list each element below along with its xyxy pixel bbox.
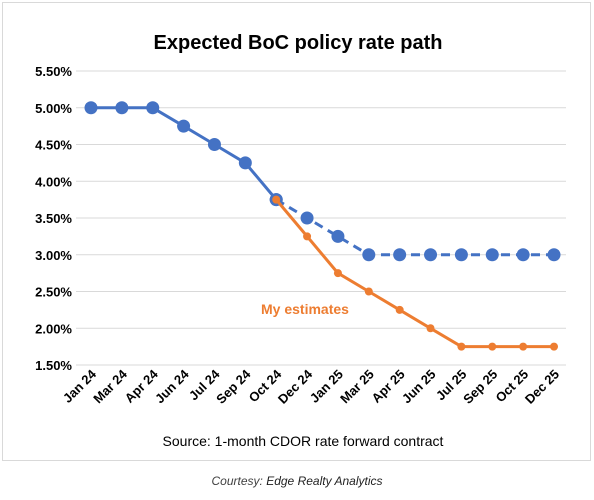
x-tick-label: Mar 24 [90, 366, 130, 406]
data-point [362, 248, 376, 262]
data-point [547, 248, 561, 262]
my-estimates-annotation: My estimates [261, 301, 349, 317]
data-point [272, 195, 281, 204]
data-point [488, 342, 497, 351]
courtesy-caption: Courtesy: Edge Realty Analytics [0, 474, 594, 488]
data-point [300, 211, 314, 225]
data-point [115, 101, 129, 115]
data-point [333, 269, 342, 278]
series-1 [269, 193, 561, 262]
y-tick-label: 4.50% [35, 138, 72, 153]
data-point [424, 248, 438, 262]
gridlines [76, 70, 566, 366]
x-tick-label: Sep 25 [460, 367, 500, 407]
x-tick-label: Dec 25 [522, 367, 562, 407]
x-axis-label: Source: 1-month CDOR rate forward contra… [163, 433, 444, 449]
data-point [303, 232, 312, 241]
data-point [550, 342, 558, 351]
x-tick-label: Jun 25 [399, 367, 439, 407]
caption-source: Edge Realty Analytics [266, 474, 383, 488]
data-point [207, 138, 221, 151]
data-point [395, 305, 404, 314]
y-tick-label: 2.50% [35, 285, 72, 300]
series-2 [272, 195, 558, 351]
data-point [84, 101, 98, 115]
data-point [331, 229, 345, 243]
data-point [146, 101, 160, 115]
data-point [426, 324, 435, 333]
series-line [275, 198, 554, 349]
x-tick-label: Jun 24 [152, 366, 192, 406]
chart-title: Expected BoC policy rate path [154, 32, 443, 54]
series-group [84, 101, 561, 351]
y-tick-label: 2.00% [35, 321, 72, 336]
y-tick-label: 3.00% [35, 248, 72, 263]
data-point [457, 342, 466, 351]
x-tick-label: Sep 24 [213, 366, 254, 407]
caption-prefix: Courtesy: [211, 474, 263, 488]
data-point [177, 119, 191, 133]
series-line [275, 198, 554, 257]
data-point [519, 342, 528, 351]
x-tick-label: Dec 24 [275, 366, 316, 407]
data-point [364, 287, 373, 296]
data-point [454, 248, 468, 262]
x-tick-label: Mar 25 [337, 367, 377, 407]
y-axis-ticks: 1.50% 2.00% 2.50% 3.00% 3.50% 4.00% 4.50% 5.00%… [35, 64, 72, 373]
chart-area: Expected BoC policy rate path 1.50% 2.00%… [35, 32, 566, 449]
data-point [393, 248, 407, 262]
data-point [485, 248, 499, 262]
y-tick-label: 4.00% [35, 174, 72, 189]
series-0 [84, 101, 283, 207]
y-tick-label: 5.50% [35, 64, 72, 79]
data-point [516, 248, 530, 262]
y-tick-label: 5.00% [35, 101, 72, 116]
chart-frame: Expected BoC policy rate path 1.50% 2.00%… [2, 2, 591, 461]
y-tick-label: 3.50% [35, 211, 72, 226]
data-point [238, 156, 252, 170]
y-tick-label: 1.50% [35, 358, 72, 373]
